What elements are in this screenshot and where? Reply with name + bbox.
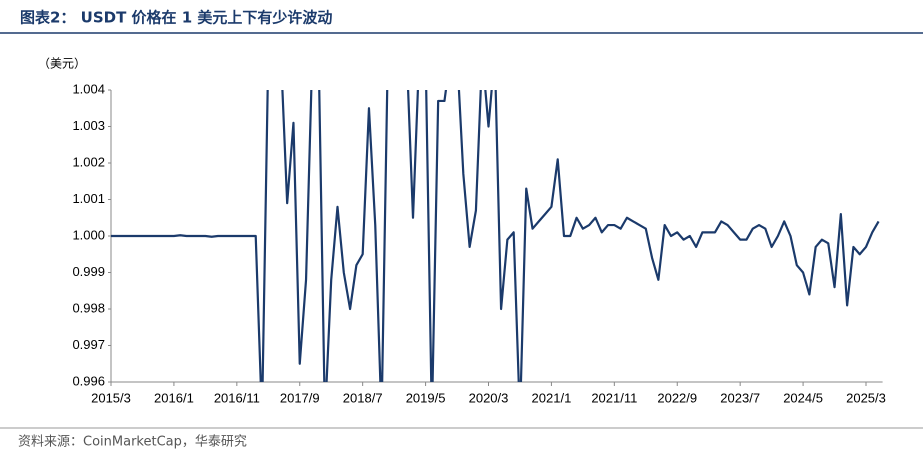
x-tick-label: 2018/7 [343, 390, 383, 405]
x-tick-label: 2020/3 [469, 390, 509, 405]
x-tick-label: 2023/7 [720, 390, 760, 405]
x-tick-label: 2016/1 [154, 390, 194, 405]
x-tick-label: 2015/3 [91, 390, 131, 405]
chart-title: 图表2： USDT 价格在 1 美元上下有少许波动 [20, 9, 332, 27]
x-tick-label: 2017/9 [280, 390, 320, 405]
x-tick-label: 2024/5 [783, 390, 823, 405]
y-tick-label: 0.997 [72, 337, 105, 352]
y-tick-label: 0.999 [72, 264, 105, 279]
y-tick-label: 1.003 [72, 118, 105, 133]
y-tick-label: 0.996 [72, 373, 105, 388]
x-tick-label: 2021/11 [591, 390, 637, 405]
source: 资料来源：CoinMarketCap，华泰研究 [18, 435, 247, 450]
line-series [111, 90, 880, 382]
x-tick-label: 2016/11 [214, 390, 260, 405]
x-tick-label: 2025/3 [846, 390, 886, 405]
x-tick-label: 2021/1 [532, 390, 572, 405]
x-tick-label: 2019/5 [406, 390, 446, 405]
x-tick-label: 2022/9 [657, 390, 697, 405]
y-tick-label: 1.002 [72, 154, 105, 169]
y-tick-label: 0.998 [72, 300, 105, 315]
y-tick-label: 1.000 [72, 227, 105, 242]
y-tick-label: 1.004 [72, 81, 105, 96]
y-tick-label: 1.001 [72, 191, 105, 206]
y-axis-label: （美元） [38, 57, 86, 71]
